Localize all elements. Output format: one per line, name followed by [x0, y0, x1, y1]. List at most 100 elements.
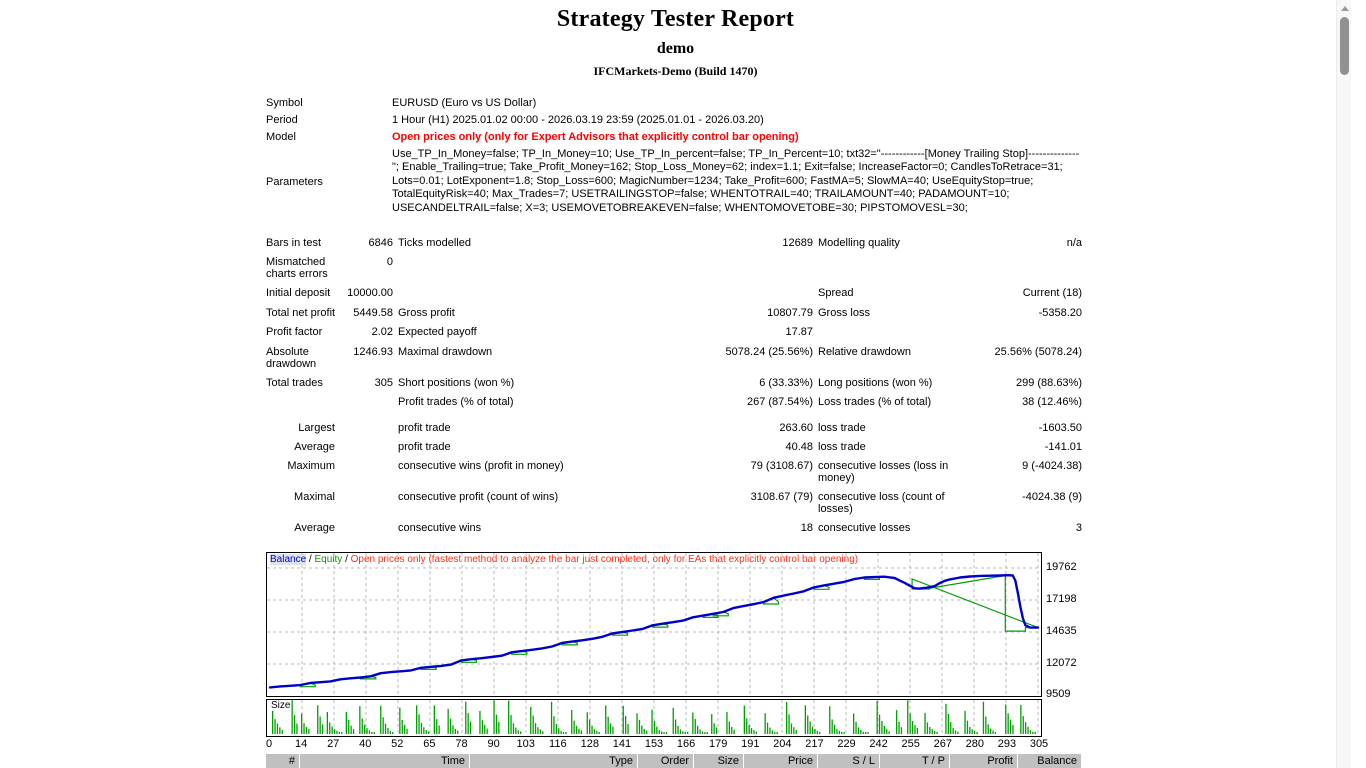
stats-value-2: 263.60	[779, 422, 813, 434]
stats-value-3: 299 (88.63%)	[1015, 377, 1082, 389]
parameters-label: Parameters	[266, 175, 323, 188]
stats-value-3: -5358.20	[1038, 307, 1082, 319]
stats-label-1: Bars in test	[266, 237, 322, 249]
stats-value-1	[340, 519, 398, 538]
balance-equity-svg	[267, 553, 1041, 696]
stats-value-1: 305	[374, 377, 393, 389]
stats-value-1	[340, 438, 398, 457]
stats-row: Total net profit 5449.58 Gross profit 10807…	[266, 304, 1082, 323]
info-row-model: Model Open prices only (only for Expert …	[266, 129, 1086, 146]
stats-value-1: 2.02	[371, 326, 393, 338]
stats-row: Largest profit trade 263.60 loss trade -1603…	[266, 419, 1082, 438]
stats-label-3: Spread	[818, 287, 854, 299]
balance-equity-plot: Balance / Equity / Open prices only (fas…	[266, 552, 1042, 697]
stats-label-3	[818, 323, 968, 343]
stats-label-2: Gross profit	[398, 307, 455, 319]
period-value: 1 Hour (H1) 2025.01.02 00:00 - 2026.03.1…	[392, 114, 764, 126]
stats-label-2: Profit trades (% of total)	[398, 396, 514, 408]
x-axis-tick: 90	[487, 738, 500, 750]
x-axis-tick: 293	[997, 738, 1017, 750]
stats-value-1: 5449.58	[353, 307, 393, 319]
x-axis-tick: 14	[294, 738, 308, 750]
stats-value-2: 267 (87.54%)	[746, 396, 813, 408]
deals-column-header[interactable]: Type	[470, 754, 638, 768]
x-axis-tick: 141	[612, 738, 632, 750]
stats-label-2: consecutive wins (profit in money)	[398, 460, 564, 472]
x-axis-tick: 65	[423, 738, 436, 750]
stats-label-2	[398, 284, 718, 304]
scroll-up-arrow-icon[interactable]	[1337, 2, 1351, 15]
symbol-label: Symbol	[266, 97, 303, 109]
legend-separator-2: /	[345, 554, 348, 565]
deals-column-header[interactable]: T / P	[880, 754, 950, 768]
symbol-value: EURUSD (Euro vs US Dollar)	[392, 97, 537, 109]
x-axis-tick: 0	[265, 738, 273, 750]
x-axis-tick: 267	[933, 738, 952, 750]
x-axis-tick: 204	[773, 738, 792, 750]
equity-chart: Balance / Equity / Open prices only (fas…	[265, 552, 1082, 750]
deals-column-header[interactable]: Size	[694, 754, 744, 768]
x-axis-tick: 305	[1029, 738, 1049, 750]
stats-value-3: -1603.50	[1038, 422, 1082, 434]
stats-value-2: 12689	[782, 237, 813, 249]
deals-column-header[interactable]: Price	[744, 754, 818, 768]
stats-label-2: profit trade	[398, 441, 451, 453]
stats-label-2: consecutive profit (count of wins)	[398, 491, 559, 503]
report-info-table: Symbol EURUSD (Euro vs US Dollar) Period…	[266, 95, 1086, 218]
stats-label-1	[266, 393, 340, 412]
stats-row: Total trades 305 Short positions (won %) 6 …	[266, 374, 1082, 393]
x-axis-tick: 191	[741, 738, 760, 750]
server-build: IFCMarkets-Demo (Build 1470)	[593, 64, 758, 78]
scrollbar-thumb[interactable]	[1340, 17, 1349, 75]
stats-value-2	[718, 253, 818, 284]
stats-value-2: 40.48	[785, 441, 813, 453]
stats-row: Profit factor 2.02 Expected payoff 17.87	[266, 323, 1082, 343]
x-axis-tick: 217	[805, 738, 824, 750]
stats-value-1	[340, 393, 398, 412]
stats-qualifier: Largest	[298, 422, 335, 434]
stats-value-2	[718, 284, 818, 304]
stats-row: Mismatched charts errors 0	[266, 253, 1082, 284]
stats-row: Initial deposit 10000.00 Spread Current (18…	[266, 284, 1082, 304]
legend-equity: Equity	[314, 554, 343, 565]
stats-value-2: 17.87	[785, 326, 813, 338]
deals-column-header[interactable]: Balance	[1018, 754, 1082, 768]
x-axis-tick: 52	[391, 738, 404, 750]
deals-column-header[interactable]: Time	[300, 754, 470, 768]
stats-qualifier: Maximum	[287, 460, 335, 472]
vertical-scrollbar[interactable]	[1336, 0, 1351, 768]
stats-label-3: consecutive losses (loss in money)	[818, 460, 949, 484]
y-axis-tick: 12072	[1046, 657, 1077, 669]
x-axis-tick: 128	[580, 738, 599, 750]
deals-column-header[interactable]: S / L	[818, 754, 880, 768]
stats-label-1: Initial deposit	[266, 287, 331, 299]
y-axis-tick: 17198	[1046, 593, 1077, 605]
stats-value-2: 79 (3108.67)	[750, 460, 813, 472]
x-axis-tick: 116	[549, 738, 567, 750]
trade-size-svg	[272, 700, 1039, 736]
stats-value-3: -4024.38 (9)	[1022, 491, 1082, 503]
stats-label-3: Gross loss	[818, 307, 870, 319]
account-name: demo	[656, 40, 695, 57]
stats-label-3: loss trade	[818, 441, 866, 453]
y-axis-tick: 19762	[1046, 561, 1077, 573]
stats-label-2: Expected payoff	[398, 326, 477, 338]
stats-label-3: consecutive losses	[818, 522, 911, 534]
stats-qualifier: Average	[294, 522, 335, 534]
info-row-parameters: Parameters Use_TP_In_Money=false; TP_In_…	[266, 146, 1086, 218]
stats-label-3	[818, 253, 968, 284]
x-axis-tick: 242	[869, 738, 888, 750]
stats-label-1: Total net profit	[266, 307, 336, 319]
deals-column-header[interactable]: Profit	[950, 754, 1018, 768]
model-label: Model	[266, 131, 296, 143]
stats-value-2: 18	[800, 522, 813, 534]
deals-column-header[interactable]: #	[266, 754, 300, 768]
stats-label-1: Absolute drawdown	[266, 346, 317, 370]
info-row-period: Period 1 Hour (H1) 2025.01.02 00:00 - 20…	[266, 112, 1086, 129]
stats-value-3: 25.56% (5078.24)	[994, 346, 1082, 358]
stats-label-3: loss trade	[818, 422, 866, 434]
legend-balance: Balance	[270, 554, 307, 565]
stats-row: Average profit trade 40.48 loss trade -141.0…	[266, 438, 1082, 457]
deals-column-header[interactable]: Order	[638, 754, 694, 768]
